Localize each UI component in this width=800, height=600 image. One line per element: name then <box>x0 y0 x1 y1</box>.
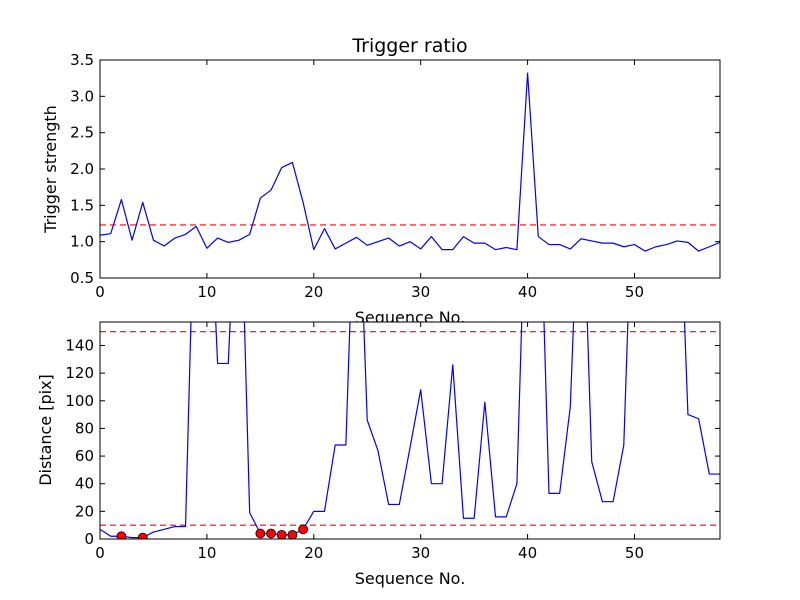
bottom-marker-point <box>276 529 287 539</box>
bottom-y-tick-label: 140 <box>65 336 94 354</box>
bottom-y-tick-label: 60 <box>75 447 94 465</box>
bottom-series-line-0 <box>100 322 720 539</box>
top-y-tick-label: 2.0 <box>70 160 94 178</box>
bottom-plot: 0 10 20 30 40 50 0 20 40 60 80 100 120 140 Sequence N… <box>36 321 721 588</box>
top-x-tick-label: 0 <box>95 283 105 301</box>
top-y-tick-label: 3.0 <box>70 87 94 105</box>
top-x-tick-label: 40 <box>518 283 537 301</box>
bottom-marker-point <box>255 528 266 539</box>
bottom-y-tick-label: 100 <box>65 392 94 410</box>
bottom-y-tick-label: 120 <box>65 364 94 382</box>
bottom-x-tick-label: 30 <box>411 544 430 562</box>
bottom-y-tick-label: 20 <box>75 502 94 520</box>
bottom-x-tick-label: 40 <box>518 544 537 562</box>
bottom-marker-point <box>116 531 127 539</box>
bottom-x-tick-label: 0 <box>95 544 105 562</box>
bottom-plot-frame <box>99 321 721 540</box>
bottom-y-tick-label: 80 <box>75 419 94 437</box>
top-x-tick-label: 10 <box>197 283 216 301</box>
bottom-marker-point <box>137 532 148 539</box>
top-y-tick-label: 0.5 <box>70 269 94 287</box>
bottom-marker-point <box>298 524 309 535</box>
chart-title: Trigger ratio <box>351 35 467 57</box>
top-y-tick-label: 1.5 <box>70 196 94 214</box>
bottom-x-tick-label: 20 <box>304 544 323 562</box>
bottom-marker-point <box>287 529 298 539</box>
bottom-y-tick-label: 40 <box>75 475 94 493</box>
top-x-tick-label: 50 <box>625 283 644 301</box>
bottom-marker-point <box>266 528 276 539</box>
top-y-tick-label: 1.0 <box>70 233 94 251</box>
bottom-x-tick-label: 50 <box>625 544 644 562</box>
top-y-tick-label: 3.5 <box>70 51 94 69</box>
bottom-x-tick-label: 10 <box>197 544 216 562</box>
top-y-axis-label: Trigger strength <box>41 105 60 234</box>
top-series-line-0 <box>100 72 720 252</box>
bottom-y-axis-label: Distance [pix] <box>36 374 55 486</box>
top-y-tick-label: 2.5 <box>70 124 94 142</box>
bottom-y-tick-label: 0 <box>84 530 94 548</box>
bottom-x-axis-label: Sequence No. <box>355 569 466 588</box>
top-x-tick-label: 30 <box>411 283 430 301</box>
top-plot: Trigger ratio 0 10 20 30 40 50 0.5 1.0 1.5 2.0 2.5… <box>41 35 721 327</box>
top-x-tick-label: 20 <box>304 283 323 301</box>
